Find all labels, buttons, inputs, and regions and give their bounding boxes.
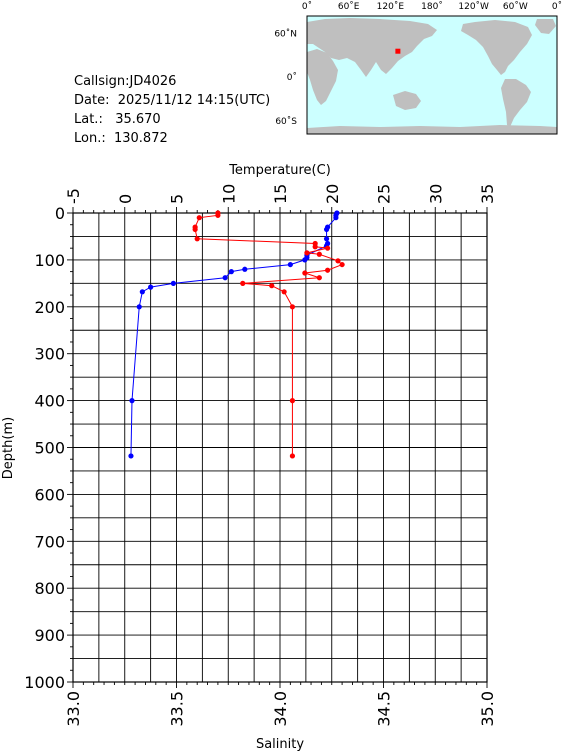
station-marker — [395, 48, 401, 54]
salinity-data-point — [194, 236, 200, 242]
temperature-tick-label: 20 — [323, 184, 342, 204]
temperature-tick-label: 35 — [478, 184, 497, 204]
depth-tick-label: 100 — [34, 251, 65, 270]
salinity-tick-label: 34.5 — [375, 691, 394, 727]
series-layer — [128, 210, 345, 459]
temperature-data-point — [170, 280, 176, 286]
temperature-tick-labels: -5 0 5 10 15 20 25 30 35 — [64, 184, 497, 204]
salinity-data-point — [196, 215, 202, 221]
salinity-data-point — [289, 398, 296, 404]
temperature-data-point — [333, 215, 339, 221]
plot-frame — [72, 212, 488, 683]
temperature-data-point — [128, 453, 134, 459]
depth-tick-label: 400 — [34, 392, 65, 411]
depth-tick-label: 200 — [34, 298, 65, 317]
salinity-tick-labels: 33.0 33.5 34.0 34.5 35.0 — [64, 691, 497, 727]
lat-text: Lat.: 35.670 — [74, 112, 161, 127]
salinity-data-point — [316, 251, 322, 257]
salinity-data-point — [289, 453, 296, 459]
salinity-data-point — [325, 267, 331, 273]
map-lon-label: 0˚ — [552, 1, 562, 12]
africa-shape — [307, 49, 338, 105]
salinity-data-point — [240, 280, 246, 286]
map-lon-label: 120˚W — [458, 1, 489, 12]
depth-tick-label: 1000 — [24, 673, 65, 692]
temperature-data-point — [136, 304, 142, 310]
depth-axis-label: Depth(m) — [1, 417, 16, 479]
map-lon-label: 120˚E — [377, 1, 405, 12]
map-longitude-labels: 0˚ 60˚E 120˚E 180˚ 120˚W 60˚W 0˚ — [302, 1, 562, 12]
salinity-data-point — [302, 270, 308, 276]
antarctica-shape — [307, 125, 557, 134]
temperature-data-point — [302, 257, 308, 263]
depth-tick-label: 900 — [34, 626, 65, 645]
map-lon-label: 180˚ — [421, 1, 443, 12]
map-frame — [306, 15, 558, 135]
temperature-data-point — [287, 261, 293, 268]
salinity-tick-label: 35.0 — [478, 691, 497, 727]
map-lat-label: 0˚ — [287, 72, 297, 83]
temperature-tick-label: 30 — [426, 184, 445, 204]
map-lon-label: 60˚W — [503, 1, 528, 12]
callsign-text: Callsign:JD4026 — [74, 74, 177, 89]
temperature-data-point — [228, 269, 234, 275]
salinity-tick-label: 34.0 — [271, 691, 290, 727]
temperature-data-point — [323, 236, 330, 242]
depth-tick-label: 500 — [34, 439, 65, 458]
temperature-data-point — [323, 226, 330, 233]
temperature-tick-label: 25 — [375, 184, 394, 204]
salinity-data-point — [325, 245, 331, 251]
japan-shape — [399, 45, 408, 58]
depth-tick-labels: 0 100 200 300 400 500 600 700 800 900 1000 — [24, 204, 65, 692]
temperature-data-point — [222, 275, 228, 281]
greenland-shape — [535, 19, 556, 34]
depth-tick-label: 800 — [34, 579, 65, 598]
salinity-data-point — [289, 304, 296, 310]
salinity-data-point — [335, 258, 341, 264]
salinity-tick-label: 33.0 — [64, 691, 83, 727]
salinity-data-point — [192, 226, 198, 233]
depth-tick-label: 0 — [55, 204, 65, 223]
salinity-axis-label: Salinity — [256, 737, 304, 751]
depth-tick-label: 600 — [34, 485, 65, 504]
map-lat-label: 60˚N — [274, 28, 297, 39]
date-text: Date: 2025/11/12 14:15(UTC) — [74, 93, 271, 108]
depth-tick-label: 300 — [34, 345, 65, 364]
world-map: 0˚ 60˚E 120˚E 180˚ 120˚W 60˚W 0˚ 60˚N 0˚ 60˚S — [274, 1, 562, 135]
station-info: Callsign:JD4026 Date: 2025/11/12 14:15(U… — [74, 72, 270, 148]
temperature-data-point — [242, 266, 248, 272]
temperature-tick-label: -5 — [64, 188, 83, 204]
map-latitude-labels: 60˚N 0˚ 60˚S — [274, 28, 297, 126]
salinity-data-point — [281, 289, 287, 295]
salinity-data-point — [339, 261, 345, 268]
salinity-data-point — [215, 212, 221, 218]
temperature-tick-label: 5 — [168, 194, 187, 204]
salinity-data-point — [316, 275, 322, 281]
temperature-tick-label: 15 — [271, 184, 290, 204]
chart-grid — [73, 213, 487, 682]
depth-tick-label: 700 — [34, 532, 65, 551]
temperature-axis-label: Temperature(C) — [228, 163, 331, 178]
temperature-data-point — [139, 289, 145, 295]
salinity-data-point — [304, 250, 310, 256]
salinity-tick-label: 33.5 — [168, 691, 187, 727]
australia-shape — [393, 91, 421, 110]
south-america-shape — [501, 79, 531, 127]
salinity-data-point — [312, 244, 318, 250]
north-america-shape — [461, 20, 532, 75]
temperature-tick-label: 10 — [219, 184, 238, 204]
salinity-profile-line — [194, 213, 344, 456]
salinity-data-point — [269, 283, 275, 289]
temperature-data-point — [129, 398, 135, 404]
map-lon-label: 0˚ — [302, 1, 312, 12]
temperature-data-point — [148, 284, 154, 290]
eurasia-shape — [307, 18, 437, 77]
temperature-tick-label: 0 — [116, 194, 135, 204]
map-land — [307, 18, 557, 134]
map-lat-label: 60˚S — [275, 116, 297, 127]
lon-text: Lon.: 130.872 — [74, 131, 168, 146]
map-lon-label: 60˚E — [338, 1, 360, 12]
